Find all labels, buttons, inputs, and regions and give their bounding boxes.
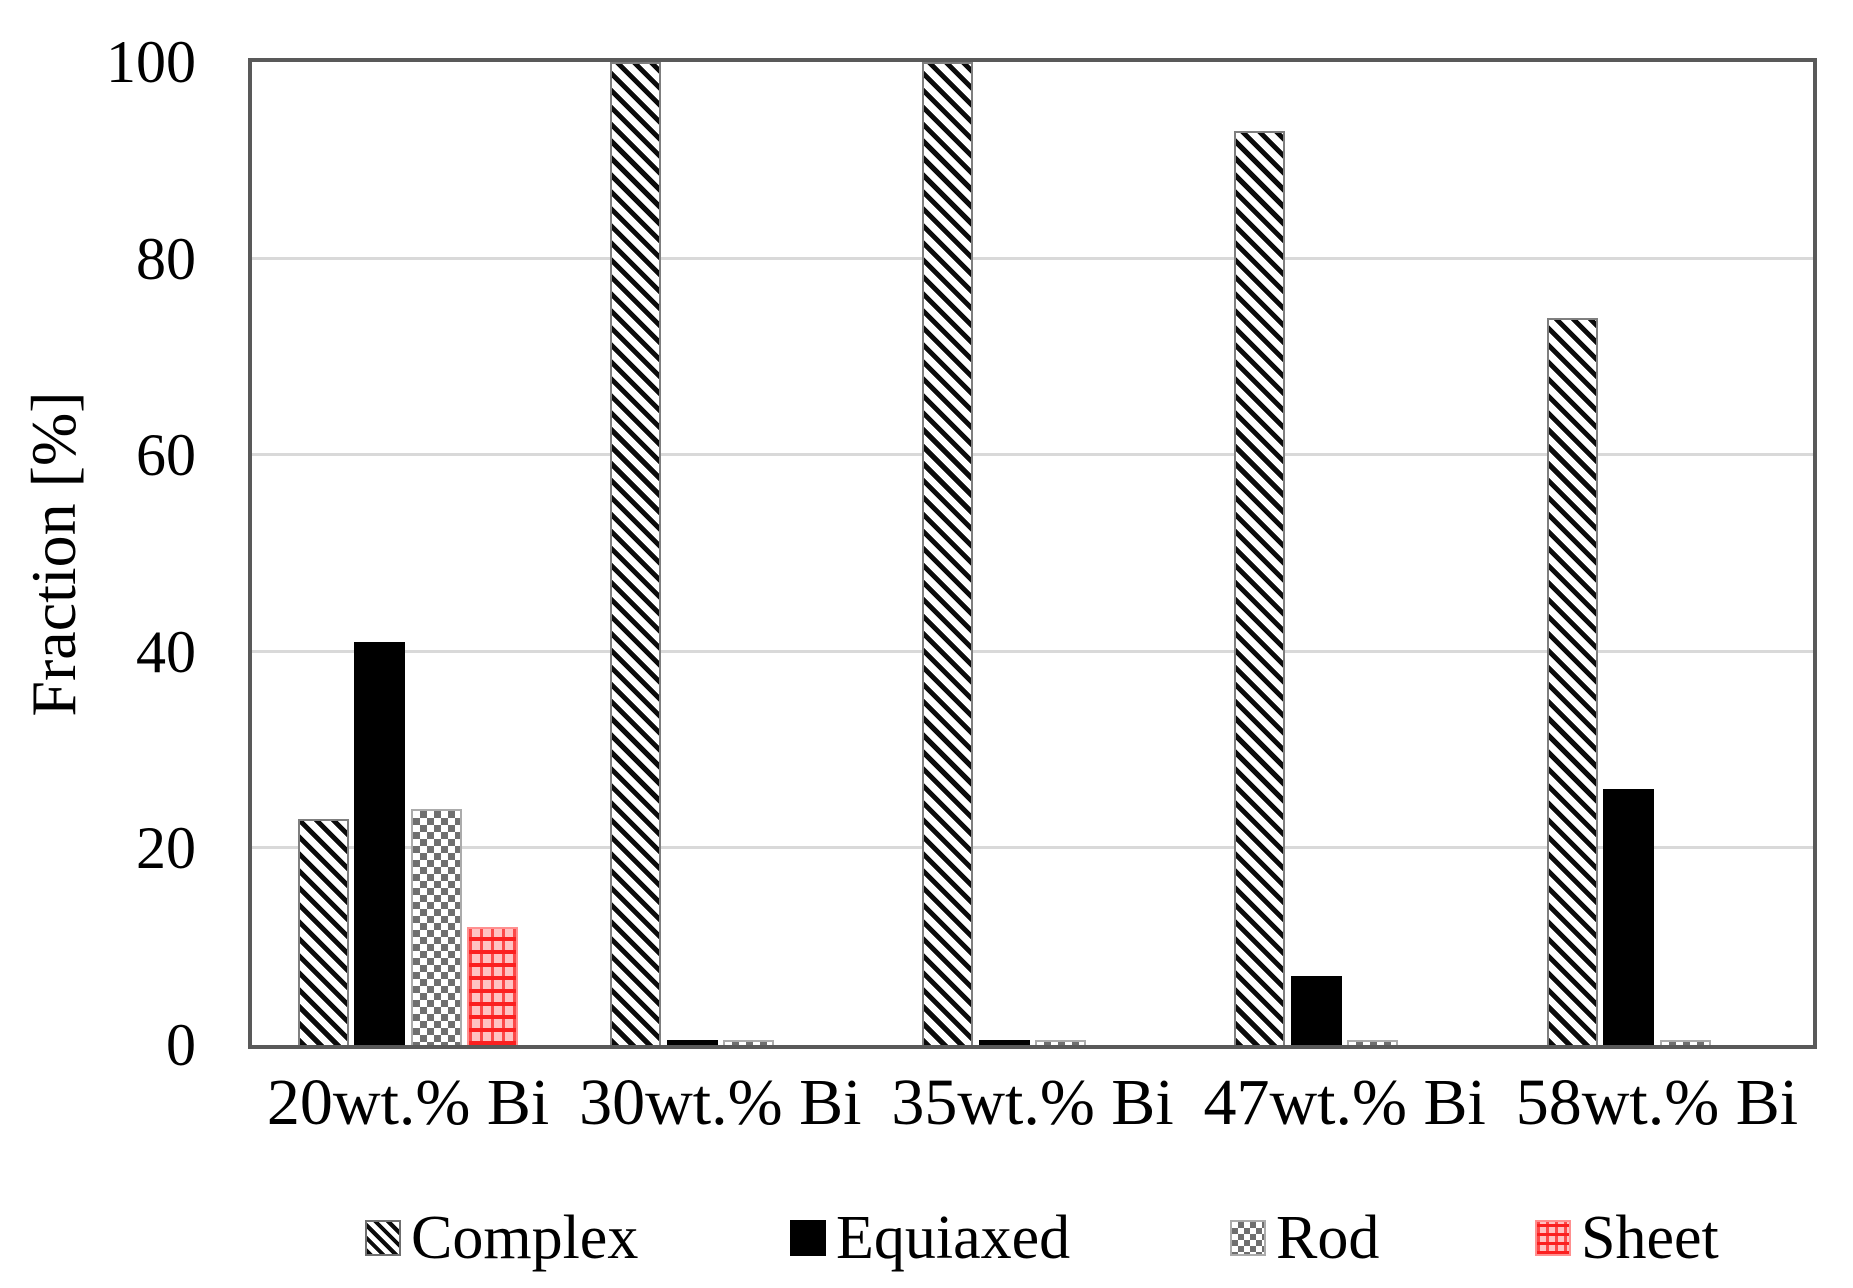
legend-item-equiaxed: Equiaxed <box>790 1202 1070 1274</box>
x-tick-label: 58wt.% Bi <box>1515 1066 1799 1139</box>
x-tick-label: 47wt.% Bi <box>1203 1066 1486 1139</box>
y-tick-label: 20 <box>136 815 196 882</box>
bar-sheet-20wtBi <box>467 927 519 1045</box>
bar-complex-58wtBi <box>1546 317 1598 1045</box>
y-tick-label: 80 <box>136 225 196 292</box>
y-tick-label: 100 <box>106 29 196 95</box>
gridline <box>252 649 1813 653</box>
gridline <box>252 846 1813 850</box>
bar-rod-30wtBi <box>723 1040 775 1045</box>
legend-item-complex: Complex <box>365 1202 638 1274</box>
bar-equiaxed-20wtBi <box>354 641 406 1045</box>
x-tick-label: 20wt.% Bi <box>266 1066 550 1139</box>
bar-rod-47wtBi <box>1347 1040 1399 1045</box>
y-tick-label: 60 <box>136 422 196 489</box>
legend-label: Rod <box>1276 1204 1380 1272</box>
rod-pattern-swatch-icon <box>1230 1220 1266 1256</box>
gridline <box>252 256 1813 260</box>
bar-complex-20wtBi <box>297 818 349 1045</box>
y-tick-label: 0 <box>166 1012 196 1078</box>
gridline <box>252 453 1813 457</box>
bar-complex-35wtBi <box>922 62 974 1045</box>
sheet-pattern-swatch-icon <box>1535 1220 1571 1256</box>
bar-rod-20wtBi <box>410 809 462 1045</box>
legend-label: Sheet <box>1581 1204 1719 1272</box>
bar-rod-35wtBi <box>1035 1040 1087 1045</box>
complex-pattern-swatch-icon <box>365 1220 401 1256</box>
equiaxed-pattern-swatch-icon <box>790 1220 826 1256</box>
bar-equiaxed-30wtBi <box>666 1040 718 1045</box>
legend-label: Complex <box>411 1204 639 1272</box>
plot-area <box>248 58 1817 1049</box>
bar-equiaxed-35wtBi <box>978 1040 1030 1045</box>
bar-equiaxed-58wtBi <box>1603 789 1655 1045</box>
bar-complex-30wtBi <box>610 62 662 1045</box>
legend-label: Equiaxed <box>836 1204 1071 1272</box>
y-tick-label: 40 <box>136 618 196 685</box>
bar-rod-58wtBi <box>1659 1040 1711 1045</box>
x-tick-label: 35wt.% Bi <box>891 1066 1174 1139</box>
legend-item-sheet: Sheet <box>1535 1202 1719 1274</box>
legend-item-rod: Rod <box>1230 1202 1379 1274</box>
bar-complex-47wtBi <box>1234 130 1286 1045</box>
x-tick-label: 30wt.% Bi <box>579 1066 862 1139</box>
bar-equiaxed-47wtBi <box>1290 976 1342 1045</box>
